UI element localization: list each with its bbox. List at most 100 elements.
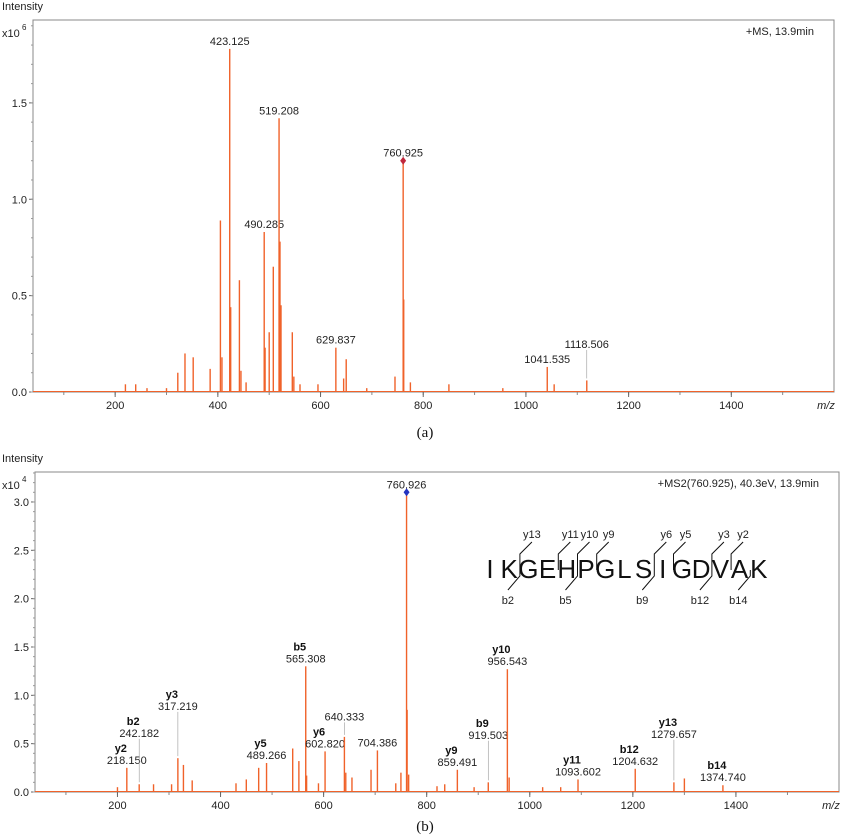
y-exponent: 6	[22, 23, 27, 32]
residue-letter: G	[672, 554, 692, 584]
precursor-diamond-marker	[400, 156, 407, 165]
b-ion-label: b9	[636, 595, 648, 607]
residue-letter: L	[617, 554, 631, 584]
y-tick-label: 0.5	[12, 291, 27, 303]
panel-caption: (b)	[416, 819, 434, 835]
ion-label: b9	[476, 718, 489, 730]
x-tick-label: 600	[314, 800, 332, 812]
ion-label: y10	[492, 644, 510, 656]
y-ion-label: y2	[737, 529, 749, 541]
x-axis-label: m/z	[817, 400, 835, 412]
peak-label: 242.182	[119, 728, 159, 740]
residue-letter: G	[518, 554, 538, 584]
peak-annotation: 640.333	[325, 711, 365, 723]
b-ion-label: b2	[502, 595, 514, 607]
residue-letter: A	[731, 554, 749, 584]
peak-label: 218.150	[107, 755, 147, 767]
scan-annotation: +MS, 13.9min	[746, 26, 814, 38]
peak-label: 519.208	[259, 105, 299, 117]
peak-label: 1093.602	[555, 766, 601, 778]
y-tick-label: 0.0	[14, 787, 29, 799]
residue-letter: K	[501, 554, 519, 584]
residue-letter: S	[635, 554, 652, 584]
peak-label: 1279.657	[651, 729, 697, 741]
ion-label: y2	[115, 743, 127, 755]
b-ion-label: b14	[729, 595, 747, 607]
x-tick-label: 200	[108, 800, 126, 812]
y-exponent: 4	[22, 475, 27, 484]
peak-label: 490.285	[244, 219, 284, 231]
residue-letter: P	[577, 554, 594, 584]
residue-letter: G	[595, 554, 615, 584]
y-ion-cleavage-mark	[711, 541, 725, 570]
y-ion-label: y11	[562, 529, 579, 541]
x-tick-label: 800	[414, 400, 432, 412]
y-ion-cleavage-mark	[596, 541, 610, 570]
y-ion-label: y13	[523, 529, 541, 541]
y-axis-label: Intensity	[2, 453, 43, 465]
residue-letter: V	[712, 554, 730, 584]
y-axis-label: Intensity	[2, 1, 43, 13]
peak-label: 1204.632	[612, 756, 658, 768]
y-tick-label: 2.0	[14, 594, 29, 606]
x-tick-label: 1200	[621, 800, 645, 812]
b-ion-cleavage-mark	[737, 570, 751, 591]
residue-letter: I	[659, 554, 666, 584]
y-ion-cleavage-mark	[730, 541, 744, 570]
y-tick-label: 1.5	[12, 98, 27, 110]
peak-annotation: 760.926	[387, 479, 427, 491]
scan-annotation: +MS2(760.925), 40.3eV, 13.9min	[658, 478, 819, 490]
residue-letter: D	[692, 554, 711, 584]
peak-label: 760.925	[383, 148, 423, 160]
y-ion-label: y6	[660, 529, 672, 541]
y-ion-label: y3	[718, 529, 730, 541]
y-ion-cleavage-mark	[653, 541, 667, 570]
ion-label: y6	[313, 726, 325, 738]
y-tick-label: 0.0	[12, 387, 27, 399]
peak-label: 704.386	[358, 737, 398, 749]
x-tick-label: 400	[209, 400, 227, 412]
y-multiplier: x10	[2, 480, 20, 492]
ion-label: y13	[659, 717, 677, 729]
peak-annotation: 629.837	[316, 335, 356, 347]
x-tick-label: 1400	[724, 800, 748, 812]
x-tick-label: 200	[106, 400, 124, 412]
peak-label: 489.266	[247, 750, 287, 762]
b-ion-cleavage-mark	[699, 570, 713, 591]
x-tick-label: 400	[211, 800, 229, 812]
b-ion-cleavage-mark	[507, 570, 521, 591]
x-tick-label: 800	[418, 800, 436, 812]
ion-label: y11	[563, 754, 581, 766]
peak-annotation: 1118.506	[565, 339, 609, 351]
x-tick-label: 1000	[514, 400, 538, 412]
y-ion-cleavage-mark	[519, 541, 533, 570]
peak-annotation: 760.925	[383, 148, 423, 160]
peak-label: 565.308	[286, 653, 326, 665]
x-tick-label: 1000	[518, 800, 542, 812]
residue-letter: I	[486, 554, 493, 584]
x-axis-label: m/z	[822, 800, 840, 812]
plot-frame	[32, 19, 835, 393]
peak-label: 1118.506	[565, 339, 609, 351]
peak-label: 760.926	[387, 479, 427, 491]
precursor-diamond-marker	[403, 488, 410, 497]
peak-label: 317.219	[158, 701, 198, 713]
y-tick-label: 1.0	[14, 690, 29, 702]
ion-label: y9	[445, 745, 457, 757]
peak-label: 956.543	[487, 656, 527, 668]
y-tick-label: 0.5	[14, 739, 29, 751]
